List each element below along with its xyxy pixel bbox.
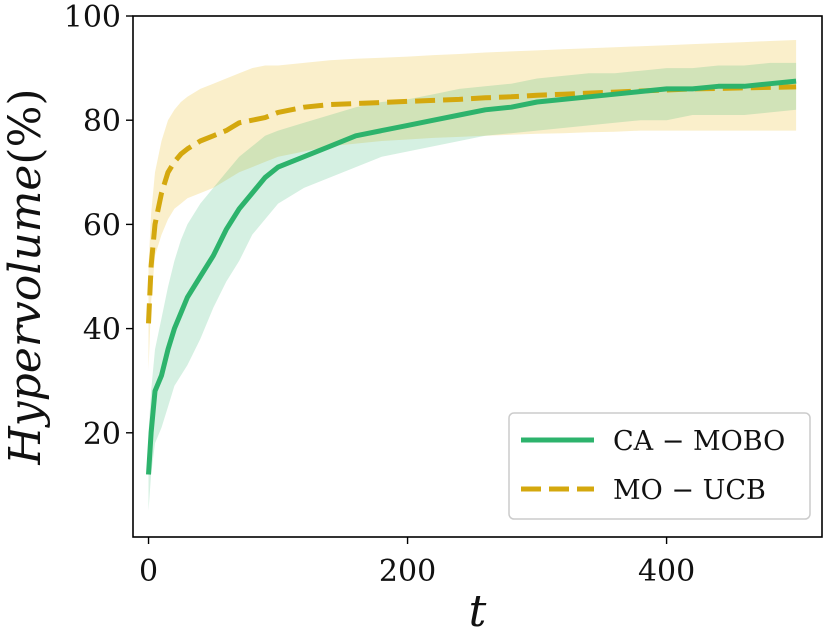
x-tick-label: 0 xyxy=(139,554,158,589)
confidence-bands xyxy=(148,40,797,511)
x-tick-label: 400 xyxy=(638,554,695,589)
line-ca-mobo xyxy=(146,78,797,475)
y-axis-ticks: 20 40 60 80 100 xyxy=(64,0,133,452)
x-axis-ticks: 0 200 400 xyxy=(139,537,695,589)
y-axis-label-unit: (%) xyxy=(0,88,51,164)
y-tick-label: 80 xyxy=(83,104,121,139)
y-tick-label: 40 xyxy=(83,313,121,348)
y-tick-label: 60 xyxy=(83,208,121,243)
x-tick-label: 200 xyxy=(379,554,436,589)
x-axis-label: t xyxy=(469,586,487,634)
legend-label-ca-mobo: CA − MOBO xyxy=(613,426,785,457)
series-lines xyxy=(146,78,797,475)
y-axis-label: Hypervolume(%) xyxy=(0,88,51,465)
legend-label-mo-ucb: MO − UCB xyxy=(613,475,766,506)
band-ca-mobo xyxy=(148,62,797,511)
y-tick-label: 20 xyxy=(83,417,121,452)
plot-frame xyxy=(132,15,823,538)
band-mo-ucb xyxy=(148,40,797,371)
legend: CA − MOBO MO − UCB xyxy=(508,412,811,520)
y-axis-label-text: Hypervolume xyxy=(0,165,51,466)
y-tick-label: 100 xyxy=(64,0,121,35)
